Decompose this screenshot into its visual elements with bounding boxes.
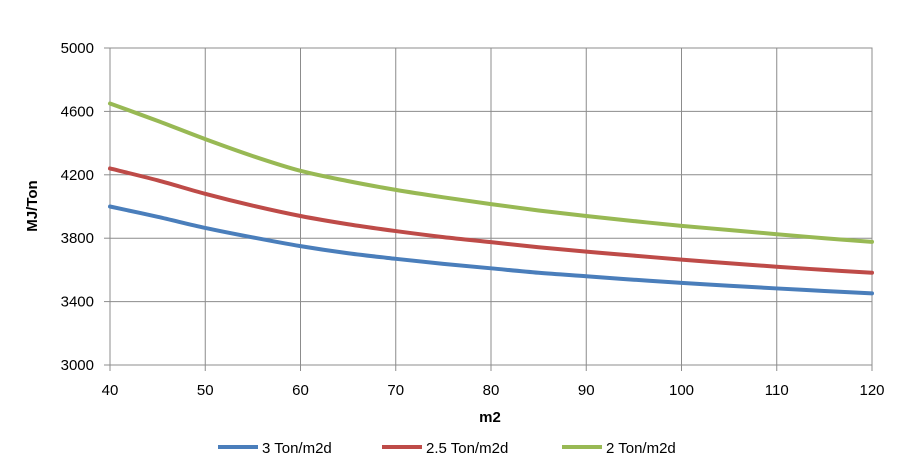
legend: 3 Ton/m2d 2.5 Ton/m2d 2 Ton/m2d [218, 440, 676, 457]
legend-label: 2 Ton/m2d [606, 440, 676, 457]
y-tick-label: 3000 [61, 357, 94, 374]
y-tick-label: 3400 [61, 294, 94, 311]
series-line-3 [108, 101, 874, 244]
y-tick-label: 4200 [61, 167, 94, 184]
y-axis-title: MJ/Ton [24, 180, 41, 231]
x-tick-label: 110 [765, 382, 789, 399]
series-layer [108, 101, 874, 296]
series-line-1 [108, 204, 874, 296]
y-tick-labels: 3000 3400 3800 4200 4600 5000 [61, 40, 94, 374]
x-tick-label: 100 [669, 382, 694, 399]
y-tick-label: 4600 [61, 103, 94, 120]
series-line-2 [108, 166, 874, 275]
x-tick-label: 60 [292, 382, 309, 399]
plot-area [104, 47, 873, 371]
x-tick-label: 80 [483, 382, 500, 399]
legend-label: 3 Ton/m2d [262, 440, 332, 457]
legend-label: 2.5 Ton/m2d [426, 440, 508, 457]
x-axis-title: m2 [479, 409, 501, 426]
x-tick-label: 70 [387, 382, 404, 399]
x-tick-label: 120 [859, 382, 884, 399]
x-tick-labels: 40 50 60 70 80 90 100 110 120 [102, 382, 885, 399]
y-tick-label: 5000 [61, 40, 94, 57]
x-tick-label: 40 [102, 382, 119, 399]
x-tick-label: 90 [578, 382, 595, 399]
y-tick-label: 3800 [61, 230, 94, 247]
x-tick-label: 50 [197, 382, 214, 399]
